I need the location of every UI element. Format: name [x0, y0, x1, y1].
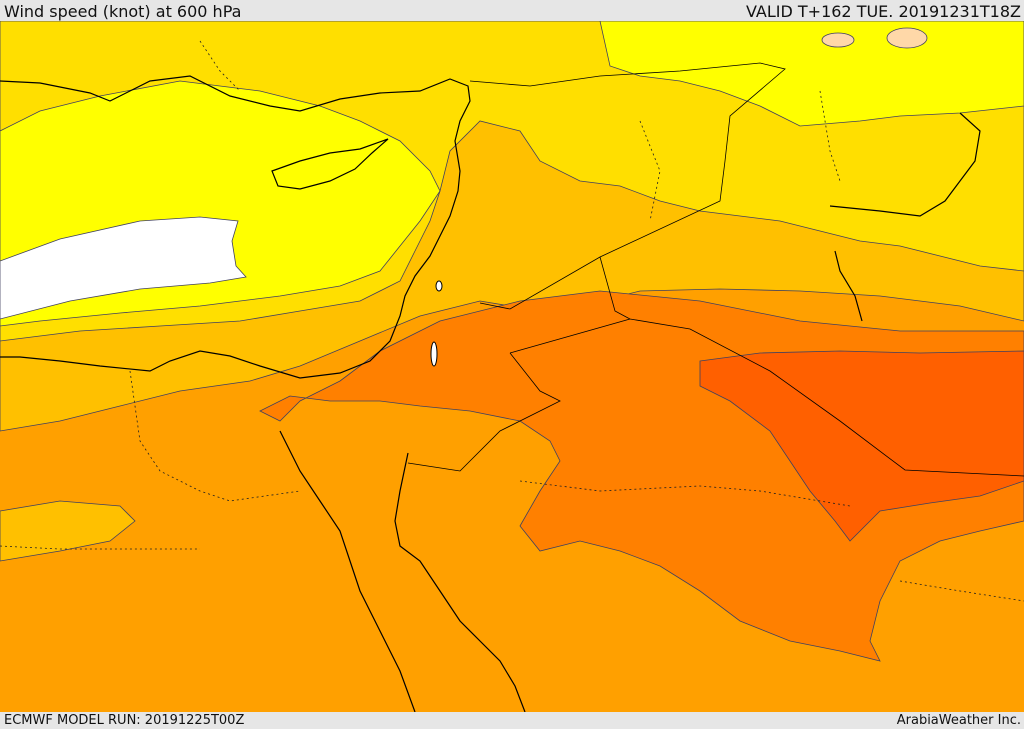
wind-speed-map — [0, 21, 1024, 712]
coastline-mediterranean — [0, 75, 471, 379]
cyprus-outline — [271, 138, 389, 190]
field-red-orange — [699, 350, 1024, 542]
field-peach-2 — [821, 32, 855, 48]
valid-time: VALID T+162 TUE. 20191231T18Z — [745, 2, 1021, 21]
dead-sea — [430, 341, 438, 367]
header-bar: Wind speed (knot) at 600 hPa VALID T+162… — [0, 0, 1024, 21]
border-lines — [407, 62, 1024, 477]
sea-of-galilee — [435, 280, 443, 292]
coastline-persian-gulf — [829, 112, 981, 217]
field-gold-west — [0, 500, 136, 562]
map-canvas — [0, 21, 1024, 712]
footer-bar: ECMWF MODEL RUN: 20191225T00Z ArabiaWeat… — [0, 712, 1024, 729]
map-title: Wind speed (knot) at 600 hPa — [4, 2, 242, 21]
field-yellow-ne — [599, 21, 1024, 127]
coastline-red-sea — [279, 430, 416, 712]
field-peach-1 — [886, 27, 928, 49]
dotted-borders — [0, 40, 1024, 602]
model-run: ECMWF MODEL RUN: 20191225T00Z — [4, 713, 245, 728]
credit-label: ArabiaWeather Inc. — [896, 713, 1021, 728]
field-white — [0, 216, 247, 320]
coastline-gulf-west — [834, 250, 863, 322]
coastline-red-sea-east — [394, 452, 526, 712]
